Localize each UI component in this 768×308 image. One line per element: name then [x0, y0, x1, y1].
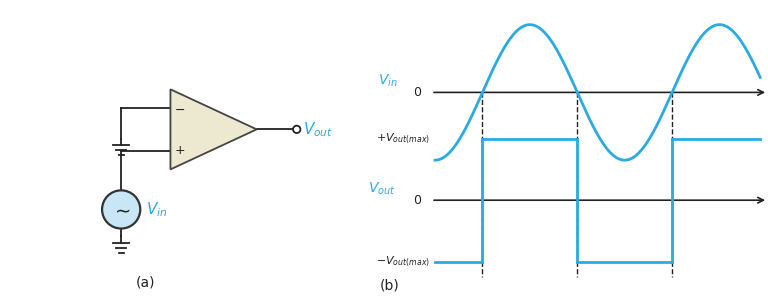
Text: 0: 0	[413, 194, 422, 207]
Text: $V_{in}$: $V_{in}$	[378, 73, 398, 89]
Text: $V_{in}$: $V_{in}$	[146, 200, 167, 219]
Text: $-V_{out(max)}$: $-V_{out(max)}$	[376, 255, 430, 269]
Text: $\sim$: $\sim$	[111, 200, 131, 219]
Text: (b): (b)	[380, 279, 400, 293]
Text: 0: 0	[413, 86, 422, 99]
Text: (a): (a)	[136, 276, 156, 290]
Text: $V_{out}$: $V_{out}$	[303, 120, 334, 139]
Circle shape	[102, 190, 141, 229]
Text: $-$: $-$	[174, 103, 185, 116]
Text: $+$: $+$	[174, 144, 185, 157]
Text: $+V_{out(max)}$: $+V_{out(max)}$	[376, 132, 430, 146]
Text: $V_{out}$: $V_{out}$	[369, 181, 396, 197]
Polygon shape	[170, 89, 257, 169]
Circle shape	[293, 126, 300, 133]
